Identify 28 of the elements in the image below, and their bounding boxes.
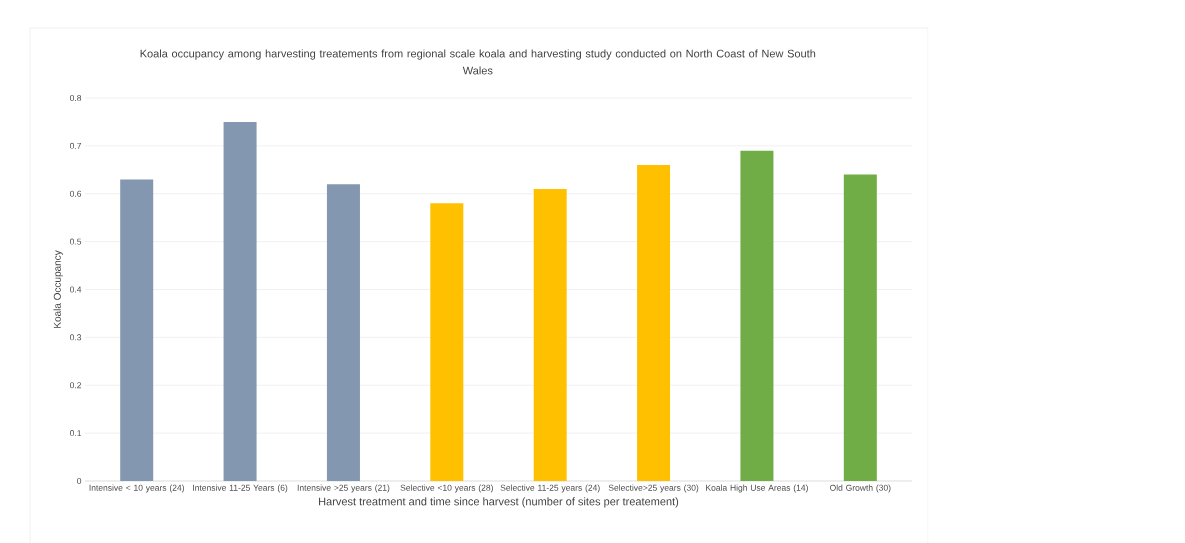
x-tick-label: Selective <10 years (28) (400, 484, 493, 493)
y-tick-label: 0.8 (70, 94, 82, 101)
y-axis-title: Koala Occupancy (53, 250, 63, 328)
x-tick-label: Old Growth (30) (830, 484, 891, 493)
bar (326, 184, 360, 481)
bar (223, 121, 257, 481)
y-tick-label: 0.5 (70, 238, 82, 245)
y-tick-label: 0.1 (70, 430, 82, 437)
y-tick-label: 0.2 (70, 382, 82, 389)
chart-title: Koala occupancy among harvesting treatements from regional scale koala and harvesting study conducted on North Coast of New South Wales (140, 49, 816, 75)
y-tick-label: 0.6 (70, 190, 82, 197)
bar (843, 174, 877, 481)
y-tick-label: 0.4 (70, 286, 82, 293)
bar (740, 150, 774, 481)
bar (430, 203, 464, 481)
x-tick-label: Koala High Use Areas (14) (706, 484, 808, 493)
x-tick-label: Intensive >25 years (21) (297, 484, 390, 493)
x-axis-title: Harvest treatment and time since harvest (number of sites per treatement) (319, 497, 679, 508)
x-tick-label: Selective 11-25 years (24) (500, 484, 600, 493)
x-tick-label: Intensive < 10 years (24) (89, 484, 184, 493)
y-tick-label: 0.3 (70, 334, 82, 341)
x-tick-label: Intensive 11-25 Years (6) (193, 484, 288, 493)
bar (637, 165, 671, 481)
y-tick-label: 0 (77, 477, 82, 484)
bar (120, 179, 154, 481)
y-tick-label: 0.7 (70, 142, 82, 149)
x-tick-label: Selective>25 years (30) (608, 484, 699, 493)
bar (533, 188, 567, 481)
